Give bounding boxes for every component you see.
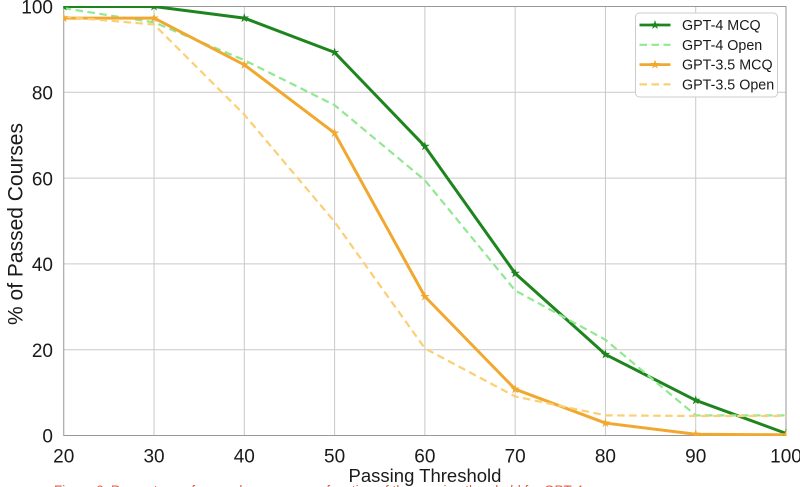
- svg-text:20: 20: [53, 447, 74, 468]
- svg-text:70: 70: [505, 447, 526, 468]
- svg-text:80: 80: [595, 447, 616, 468]
- svg-text:GPT-3.5 Open: GPT-3.5 Open: [682, 77, 774, 93]
- svg-text:40: 40: [234, 447, 255, 468]
- svg-text:% of Passed Courses: % of Passed Courses: [5, 123, 28, 325]
- svg-text:20: 20: [32, 341, 53, 362]
- svg-text:100: 100: [21, 0, 53, 19]
- svg-text:Passing Threshold: Passing Threshold: [349, 465, 502, 486]
- svg-text:100: 100: [770, 447, 800, 468]
- svg-text:50: 50: [324, 447, 345, 468]
- svg-text:GPT-4 Open: GPT-4 Open: [682, 38, 762, 54]
- svg-text:30: 30: [143, 447, 164, 468]
- svg-text:40: 40: [32, 255, 53, 276]
- svg-text:90: 90: [685, 447, 706, 468]
- svg-text:60: 60: [414, 447, 435, 468]
- svg-text:GPT-3.5 MCQ: GPT-3.5 MCQ: [682, 58, 773, 74]
- svg-text:0: 0: [42, 427, 53, 448]
- svg-text:GPT-4 MCQ: GPT-4 MCQ: [682, 18, 761, 34]
- svg-text:80: 80: [32, 84, 53, 105]
- svg-text:60: 60: [32, 169, 53, 190]
